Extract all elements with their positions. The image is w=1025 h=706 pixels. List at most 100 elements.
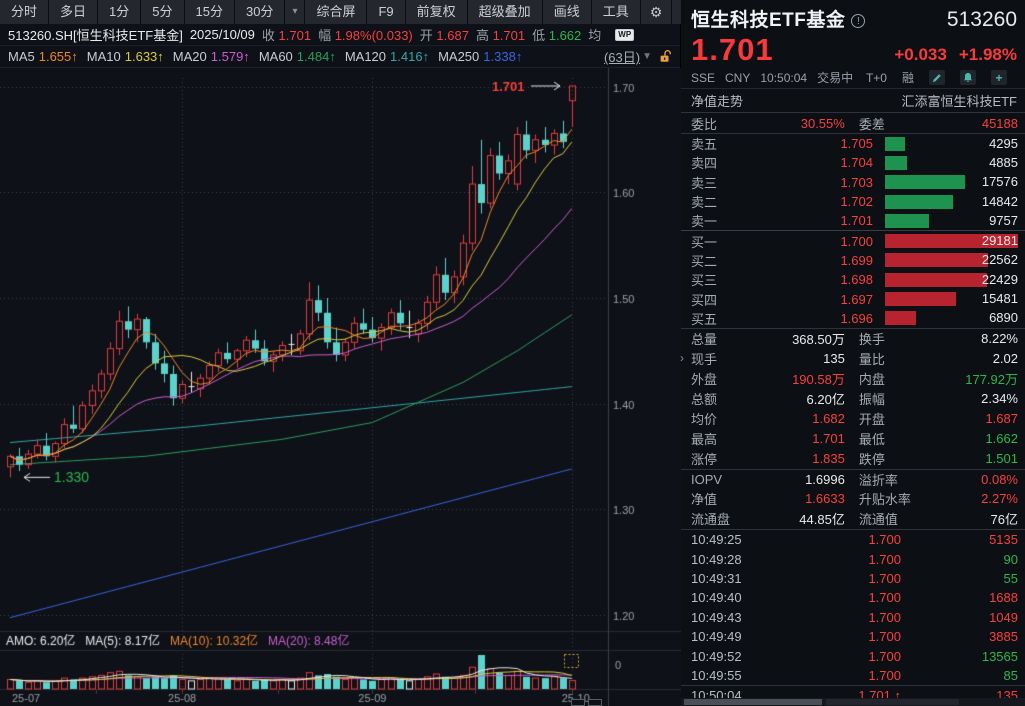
field-高: 高 1.701 [476,25,525,44]
toolbar-button-前复权[interactable]: 前复权 [405,0,468,24]
horizontal-scrollbar[interactable] [681,698,1025,706]
stat-label: 总额 [691,392,718,408]
scrollbar-thumb[interactable] [684,699,822,705]
tick-volume: 3885 [989,629,1018,645]
stat-value: 1.6633 [805,491,845,507]
order-book-level-买五[interactable]: 买五 1.696 6890 [681,309,1025,328]
period-tab-1分[interactable]: 1分 [98,0,142,24]
toolbar-button-F9[interactable]: F9 [367,0,406,24]
level-bar-zone: 22562 [885,252,1018,268]
stats-row-外盘: 外盘 190.58万 内盘 177.92万 [681,369,1025,389]
stat-value: 190.58万 [792,372,845,388]
level-volume: 6890 [989,310,1018,326]
collapse-panel-handle-icon[interactable]: › [680,351,684,365]
tick-row-10:49:49: 10:49:49 1.700 3885 [681,627,1025,646]
chart-zoom-out-button[interactable] [571,699,585,706]
nav-tab-nav-trend[interactable]: 净值走势 [691,94,744,109]
scrollbar-track [826,699,959,705]
stat-value: 177.92万 [965,372,1018,388]
ma-value: 1.579↑ [210,49,250,64]
order-book-level-卖三[interactable]: 卖三 1.703 17576 [681,173,1025,192]
toolbar-button-综合屏[interactable]: 综合屏 [305,0,368,24]
order-book-level-买一[interactable]: 买一 1.700 29181 [681,231,1025,250]
level-volume: 4885 [989,154,1018,170]
order-book-level-卖五[interactable]: 卖五 1.705 4295 [681,134,1025,153]
order-book-level-买二[interactable]: 买二 1.699 22562 [681,251,1025,270]
tick-price: 1.700 [868,551,901,567]
ma-label: MA10 [86,49,121,64]
wp-badge-icon[interactable]: WP [615,28,635,41]
stat-label: 溢折率 [858,472,898,488]
stats-row-IOPV: IOPV 1.6996 溢折率 0.08% [681,468,1025,489]
period-tab-30分[interactable]: 30分 [234,0,286,24]
tick-list: 10:49:25 1.700 5135 10:49:28 1.700 90 10:49:31… [681,528,1025,705]
settings-gear-icon[interactable]: ⚙ [640,0,673,24]
quote-header: 恒生科技ETF基金 ! 513260 [681,0,1025,32]
stat-label: 换手 [858,332,885,348]
ma-value: 1.484↑ [296,49,336,64]
tick-row-10:49:28: 10:49:28 1.700 90 [681,549,1025,568]
stats-row-净值: 净值 1.6633 升贴水率 2.27% [681,489,1025,509]
bid-ask-separator [681,230,1025,232]
field-value: 1.687 [436,28,469,43]
stat-label: 最低 [858,432,885,448]
fund-name: 恒生科技ETF基金 [691,10,846,31]
ma-indicator-bar: MA5 1.655↑ MA10 1.633↑ MA20 1.579↑ MA60 1.484↑ M… [0,46,680,68]
price-row: 1.701 +0.033 +1.98% [681,32,1025,68]
tick-price: 1.700 [868,609,901,625]
symbol-label: 513260.SH[恒生科技ETF基金] [8,28,183,43]
tick-time: 10:49:52 [691,648,742,664]
currency-label: CNY [725,70,751,85]
stat-label: 外盘 [691,372,718,388]
related-fund-link[interactable]: 汇添富恒生科技ETF [901,94,1017,109]
weibi-row: 委比 30.55% 委差 45188 [681,113,1025,133]
nav-row: 净值走势 汇添富恒生科技ETF [681,88,1025,113]
chart-zoom-in-button[interactable] [588,699,602,706]
level-volume-bar [885,194,953,209]
tick-time: 10:49:40 [691,590,742,606]
stat-value: 1.701 [812,431,845,447]
field-label: 开 [419,28,437,43]
stats-row-最高: 最高 1.701 最低 1.662 [681,429,1025,449]
order-book-level-卖一[interactable]: 卖一 1.701 9757 [681,211,1025,230]
period-tab-15分[interactable]: 15分 [184,0,235,24]
kline-chart[interactable] [0,68,681,706]
unlock-icon[interactable] [658,49,672,64]
level-bar-zone: 22429 [885,272,1018,287]
info-icon[interactable]: ! [851,14,866,28]
ma-period-selector[interactable]: (63日) [603,50,641,65]
ma-item-MA5: MA5 1.655↑ [8,49,78,64]
edit-pencil-icon[interactable] [929,70,945,85]
alert-bell-icon[interactable] [960,70,976,85]
stat-label: 总量 [691,332,718,348]
level-volume-bar [885,234,1018,249]
stat-value: 30.55% [800,115,845,131]
toolbar-button-画线[interactable]: 画线 [542,0,592,24]
period-dropdown-caret[interactable]: ▾ [285,0,306,24]
level-label: 卖一 [691,214,718,230]
level-bar-zone: 14842 [885,194,1018,209]
period-tab-5分[interactable]: 5分 [141,0,185,24]
period-tab-多日[interactable]: 多日 [49,0,99,24]
order-book-level-买四[interactable]: 买四 1.697 15481 [681,289,1025,308]
tick-volume: 55 [1003,570,1018,586]
level-label: 买五 [691,311,718,327]
tick-row-10:49:25: 10:49:25 1.700 5135 [681,530,1025,549]
order-book-level-买三[interactable]: 买三 1.698 22429 [681,270,1025,289]
order-book-level-卖二[interactable]: 卖二 1.702 14842 [681,192,1025,211]
level-bar-zone: 6890 [885,310,1018,326]
toolbar-button-超级叠加[interactable]: 超级叠加 [467,0,543,24]
tick-price: 1.700 [868,570,901,586]
ma-period-caret-icon[interactable]: ▼ [642,51,652,62]
level-bar-zone: 15481 [885,291,1018,307]
order-book-level-卖四[interactable]: 卖四 1.704 4885 [681,153,1025,172]
stats-row-涨停: 涨停 1.835 跌停 1.501 [681,449,1025,469]
level-volume-bar [885,175,966,190]
stat-value: 1.835 [812,451,845,467]
toolbar-button-工具[interactable]: 工具 [591,0,641,24]
add-to-watchlist-icon[interactable]: + [991,70,1007,85]
period-tab-分时[interactable]: 分时 [0,0,50,24]
ma-label: MA120 [344,49,387,64]
